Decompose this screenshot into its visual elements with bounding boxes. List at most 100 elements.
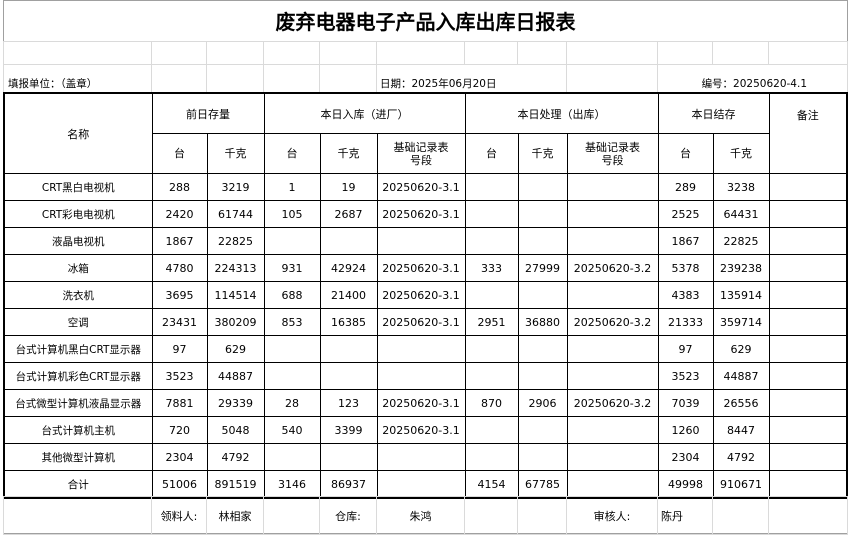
cell-out-kg[interactable]: 36880: [517, 308, 568, 336]
cell-out-kg[interactable]: [517, 335, 568, 363]
cell-in-kg[interactable]: [319, 335, 378, 363]
reviewer-name[interactable]: 陈丹: [657, 496, 713, 535]
cell-prev-t[interactable]: 288: [151, 173, 208, 201]
cell-out-kg[interactable]: [517, 200, 568, 228]
cell-prev-kg[interactable]: 4792: [206, 443, 265, 471]
cell-out-kg[interactable]: [517, 443, 568, 471]
cell[interactable]: [566, 64, 658, 94]
cell-out-no[interactable]: [566, 200, 659, 228]
cell-in-no[interactable]: [376, 227, 466, 255]
cell-in-t[interactable]: 931: [263, 254, 321, 282]
cell-in-kg[interactable]: 16385: [319, 308, 378, 336]
cell-out-kg[interactable]: [517, 416, 568, 444]
cell-remark[interactable]: [768, 335, 848, 363]
cell-in-t[interactable]: 853: [263, 308, 321, 336]
cell-name[interactable]: CRT黑白电视机: [3, 173, 153, 201]
cell-name[interactable]: 其他微型计算机: [3, 443, 153, 471]
cell-in-no[interactable]: 20250620-3.1: [376, 173, 466, 201]
cell-prev-t[interactable]: 97: [151, 335, 208, 363]
cell-remark[interactable]: [768, 254, 848, 282]
cell-prev-kg[interactable]: 629: [206, 335, 265, 363]
cell-out-t[interactable]: 870: [464, 389, 519, 417]
cell-end-t[interactable]: 1867: [657, 227, 714, 255]
cell-remark[interactable]: [768, 200, 848, 228]
cell-prev-kg[interactable]: 61744: [206, 200, 265, 228]
cell-end-kg[interactable]: 135914: [712, 281, 770, 309]
cell-out-no[interactable]: 20250620-3.2: [566, 389, 659, 417]
cell-end-kg[interactable]: 4792: [712, 443, 770, 471]
cell-prev-kg[interactable]: 380209: [206, 308, 265, 336]
cell-prev-t[interactable]: 3695: [151, 281, 208, 309]
cell-out-no[interactable]: [566, 362, 659, 390]
cell-in-kg[interactable]: [319, 362, 378, 390]
cell[interactable]: [712, 496, 769, 535]
cell-out-no[interactable]: [566, 443, 659, 471]
cell-out-t[interactable]: [464, 416, 519, 444]
cell-in-no[interactable]: 20250620-3.1: [376, 308, 466, 336]
cell[interactable]: [657, 41, 713, 65]
cell-end-t[interactable]: 21333: [657, 308, 714, 336]
cell-in-kg[interactable]: 42924: [319, 254, 378, 282]
cell-remark[interactable]: [768, 281, 848, 309]
cell-end-kg[interactable]: 44887: [712, 362, 770, 390]
warehouse-name[interactable]: 朱鸿: [376, 496, 465, 535]
cell-in-t[interactable]: 3146: [263, 470, 321, 499]
cell-out-no[interactable]: [566, 227, 659, 255]
cell-in-no[interactable]: 20250620-3.1: [376, 200, 466, 228]
cell-prev-kg[interactable]: 29339: [206, 389, 265, 417]
cell-in-kg[interactable]: 21400: [319, 281, 378, 309]
cell-prev-t[interactable]: 720: [151, 416, 208, 444]
cell-end-t[interactable]: 2525: [657, 200, 714, 228]
cell[interactable]: [263, 41, 320, 65]
cell-name[interactable]: 冰箱: [3, 254, 153, 282]
cell[interactable]: [566, 41, 658, 65]
cell-remark[interactable]: [768, 173, 848, 201]
cell-end-t[interactable]: 3523: [657, 362, 714, 390]
cell-out-no[interactable]: [566, 470, 659, 499]
cell-out-no[interactable]: [566, 335, 659, 363]
cell-out-kg[interactable]: [517, 227, 568, 255]
cell-in-t[interactable]: [263, 443, 321, 471]
cell-end-t[interactable]: 2304: [657, 443, 714, 471]
report-date[interactable]: 日期：2025年06月20日: [376, 64, 567, 94]
cell[interactable]: [517, 496, 567, 535]
cell[interactable]: [151, 41, 207, 65]
cell-name[interactable]: 台式计算机彩色CRT显示器: [3, 362, 153, 390]
cell-prev-t[interactable]: 2420: [151, 200, 208, 228]
cell-name[interactable]: 洗衣机: [3, 281, 153, 309]
cell-in-no[interactable]: [376, 362, 466, 390]
receiver-name[interactable]: 林相家: [206, 496, 264, 535]
cell[interactable]: [376, 41, 465, 65]
cell-in-no[interactable]: 20250620-3.1: [376, 416, 466, 444]
cell-in-no[interactable]: 20250620-3.1: [376, 389, 466, 417]
cell[interactable]: [712, 41, 769, 65]
cell-end-t[interactable]: 1260: [657, 416, 714, 444]
cell-in-t[interactable]: [263, 227, 321, 255]
cell-prev-kg[interactable]: 44887: [206, 362, 265, 390]
cell-in-no[interactable]: [376, 443, 466, 471]
cell-in-t[interactable]: 540: [263, 416, 321, 444]
cell-prev-kg[interactable]: 3219: [206, 173, 265, 201]
cell-remark[interactable]: [768, 416, 848, 444]
cell-end-t[interactable]: 289: [657, 173, 714, 201]
cell-in-t[interactable]: 688: [263, 281, 321, 309]
cell-end-kg[interactable]: 239238: [712, 254, 770, 282]
cell-end-t[interactable]: 97: [657, 335, 714, 363]
cell-prev-kg[interactable]: 114514: [206, 281, 265, 309]
cell-out-no[interactable]: 20250620-3.2: [566, 254, 659, 282]
cell[interactable]: [768, 496, 848, 535]
cell-out-t[interactable]: [464, 335, 519, 363]
cell-in-t[interactable]: 28: [263, 389, 321, 417]
cell-out-kg[interactable]: 27999: [517, 254, 568, 282]
cell-prev-t[interactable]: 51006: [151, 470, 208, 499]
cell-in-kg[interactable]: 86937: [319, 470, 378, 499]
cell-out-t[interactable]: [464, 173, 519, 201]
cell-in-t[interactable]: [263, 362, 321, 390]
cell-remark[interactable]: [768, 362, 848, 390]
cell-prev-kg[interactable]: 224313: [206, 254, 265, 282]
cell[interactable]: [768, 41, 848, 65]
cell-in-no[interactable]: 20250620-3.1: [376, 281, 466, 309]
cell[interactable]: [464, 496, 518, 535]
cell-out-kg[interactable]: 2906: [517, 389, 568, 417]
cell-remark[interactable]: [768, 227, 848, 255]
